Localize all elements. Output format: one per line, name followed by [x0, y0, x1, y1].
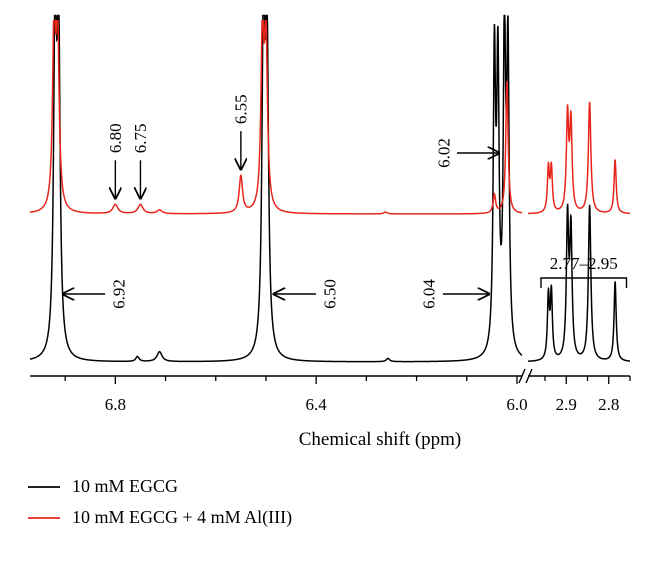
- label-black-6-50: 6.50: [320, 279, 339, 309]
- legend-label-black: 10 mM EGCG: [72, 476, 178, 496]
- x-axis: 6.8 6.4 6.0 2.9 2.8: [30, 368, 631, 414]
- bracket-label: 2.77–2.95: [550, 254, 618, 273]
- legend-label-red: 10 mM EGCG + 4 mM Al(III): [72, 507, 292, 528]
- x-tick-label-6-4: 6.4: [306, 395, 328, 414]
- axis-break-mark-1: [518, 368, 526, 384]
- label-red-6-55: 6.55: [231, 94, 250, 124]
- bracket-2-77-2-95: [540, 277, 628, 288]
- axis-break: [518, 368, 533, 384]
- label-black-6-92: 6.92: [110, 279, 129, 309]
- x-tick-label-2-9: 2.9: [556, 395, 577, 414]
- label-red-6-80: 6.80: [106, 123, 125, 153]
- x-axis-title: Chemical shift (ppm): [299, 429, 462, 450]
- annotation-layer: 6.80 6.75 6.55 6.02 6.92 6.50 6.04 2.77–2.95: [63, 94, 628, 309]
- x-tick-label-2-8: 2.8: [598, 395, 619, 414]
- label-red-6-02: 6.02: [434, 138, 453, 168]
- x-tick-label-6-8: 6.8: [105, 395, 126, 414]
- axis-break-mark-2: [525, 368, 533, 384]
- spectrum-black-segment-2: [527, 203, 631, 362]
- legend: 10 mM EGCG 10 mM EGCG + 4 mM Al(III): [28, 476, 292, 528]
- spectrum-black-segment-1: [29, 14, 523, 363]
- spectrum-red-segment-1: [29, 20, 523, 215]
- x-tick-label-6-0: 6.0: [506, 395, 527, 414]
- label-red-6-75: 6.75: [131, 123, 150, 153]
- label-black-6-04: 6.04: [419, 279, 438, 309]
- spectrum-red-segment-2: [527, 101, 631, 215]
- spectra-layer: [29, 14, 631, 363]
